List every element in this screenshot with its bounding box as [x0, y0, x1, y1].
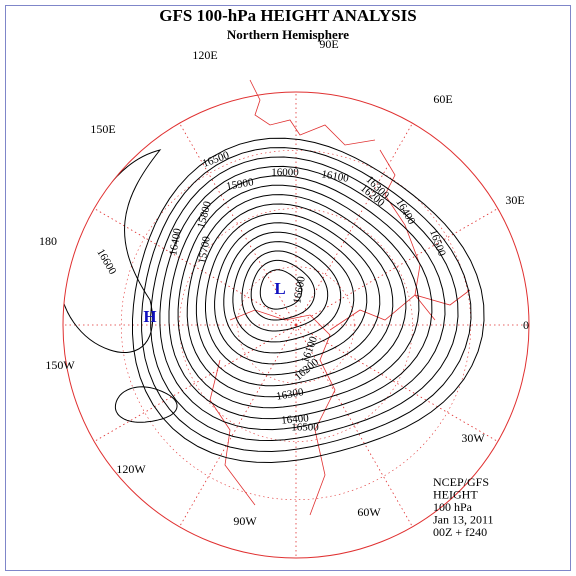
height-contour	[132, 137, 485, 464]
longitude-label: 60E	[433, 92, 452, 106]
height-contour	[141, 147, 472, 453]
longitude-label: 150E	[90, 122, 115, 136]
longitude-label: 0	[523, 318, 529, 332]
height-contour	[195, 203, 394, 387]
info-line: 00Z + f240	[433, 525, 487, 539]
frame	[5, 5, 571, 571]
meridian	[295, 324, 413, 527]
meridian	[94, 208, 297, 326]
info-line: HEIGHT	[433, 487, 478, 501]
height-contour	[150, 156, 459, 442]
height-contour	[114, 386, 178, 423]
coastline	[249, 79, 376, 146]
contour-label: 15900	[225, 176, 255, 193]
meridian	[179, 324, 297, 527]
longitude-label: 60W	[357, 505, 381, 519]
height-contour	[177, 184, 420, 409]
height-contour	[232, 241, 342, 343]
longitude-label: 180	[39, 234, 57, 248]
title: GFS 100-hPa HEIGHT ANALYSIS	[159, 6, 416, 25]
contours	[63, 137, 485, 464]
contour-label: 16400	[393, 197, 417, 227]
pressure-center: L	[274, 279, 285, 298]
longitude-label: 30E	[505, 193, 524, 207]
meridian	[179, 123, 297, 326]
pressure-center: H	[143, 307, 156, 326]
subtitle: Northern Hemisphere	[227, 27, 349, 42]
coastline	[229, 309, 336, 516]
contour-label: 16500	[427, 228, 448, 258]
contour-label: 16300	[275, 386, 305, 403]
contour-label: 15700	[196, 235, 213, 265]
info-line: NCEP/GFS	[433, 475, 489, 489]
longitude-label: 120E	[192, 48, 217, 62]
contour-label: 16100	[320, 168, 350, 185]
map-boundary	[62, 91, 530, 559]
coastline	[209, 359, 256, 506]
height-contour	[250, 259, 316, 321]
height-contour	[205, 212, 381, 376]
longitude-label: 150W	[45, 358, 75, 372]
info-line: Jan 13, 2011	[433, 512, 494, 526]
longitude-label: 90E	[319, 37, 338, 51]
contour-label: 16500	[291, 422, 319, 434]
contour-label: 16600	[94, 247, 118, 277]
coastline	[329, 289, 471, 331]
height-contour	[168, 175, 433, 420]
contour-label: 16400	[167, 227, 184, 257]
contour-label: 16500	[201, 149, 231, 170]
latitude-circle	[179, 208, 413, 442]
longitude-label: 30W	[461, 431, 485, 445]
info-line: 100 hPa	[433, 500, 473, 514]
height-contour	[186, 194, 407, 398]
height-contour	[259, 269, 303, 310]
height-contour	[241, 250, 329, 332]
height-contour	[214, 222, 368, 365]
contour-label: 16400	[281, 412, 310, 426]
meridian	[94, 324, 297, 442]
longitude-label: 120W	[116, 462, 146, 476]
meridian	[295, 324, 498, 442]
height-contour	[223, 231, 355, 354]
meridian	[295, 208, 498, 326]
contour-label: 16000	[271, 167, 299, 179]
meridian	[295, 123, 413, 326]
graticule	[63, 79, 529, 558]
longitude-label: 90W	[233, 514, 257, 528]
contour-label: 16600	[291, 275, 308, 305]
height-contour	[159, 165, 446, 431]
